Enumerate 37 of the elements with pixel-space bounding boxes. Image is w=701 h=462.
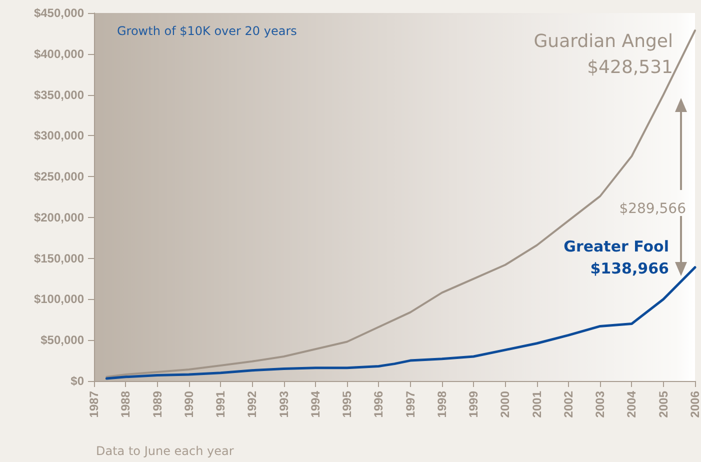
y-tick-label: $450,000	[34, 6, 84, 20]
annotation: $289,566	[619, 201, 686, 217]
series-label: Greater Fool	[564, 237, 669, 256]
x-tick-label: 1991	[214, 390, 228, 418]
y-tick-label: $0	[70, 374, 84, 388]
x-tick-label: 1998	[434, 390, 449, 418]
x-tick-label: 2002	[561, 390, 576, 418]
x-tick-label: 2001	[530, 390, 544, 418]
data-label: $428,531	[587, 57, 673, 78]
x-tick-label: 1996	[372, 390, 386, 418]
x-tick-label: 1997	[403, 390, 418, 418]
y-tick-label: $400,000	[34, 46, 84, 61]
y-tick-label: $50,000	[40, 333, 84, 348]
x-tick-label: 1995	[340, 390, 354, 418]
y-tick-label: $250,000	[34, 170, 84, 184]
x-tick-label: 1988	[118, 390, 133, 418]
x-tick-label: 1987	[87, 390, 101, 418]
x-tick-label: 1993	[276, 390, 291, 418]
series-label: Guardian Angel	[534, 31, 673, 52]
x-tick-label: 2005	[656, 390, 670, 418]
y-tick-label: $100,000	[34, 292, 84, 306]
x-tick-label: 1999	[466, 390, 481, 418]
y-tick-label: $200,000	[34, 210, 84, 224]
x-tick-label: 2004	[624, 390, 639, 418]
x-tick-label: 1990	[182, 390, 196, 418]
y-tick-label: $300,000	[34, 128, 84, 143]
y-tick-label: $350,000	[34, 88, 84, 102]
data-label: $138,966	[590, 259, 669, 278]
text: Data to June each year	[96, 444, 234, 458]
x-tick-label: 2006	[688, 390, 701, 418]
text: Growth of $10K over 20 years	[117, 24, 297, 38]
x-tick-label: 1992	[245, 390, 260, 418]
x-tick-label: 1994	[308, 390, 322, 418]
y-tick-label: $150,000	[34, 251, 84, 266]
x-tick-label: 2003	[593, 390, 608, 418]
x-tick-label: 2000	[498, 390, 512, 418]
x-tick-label: 1989	[150, 390, 164, 418]
